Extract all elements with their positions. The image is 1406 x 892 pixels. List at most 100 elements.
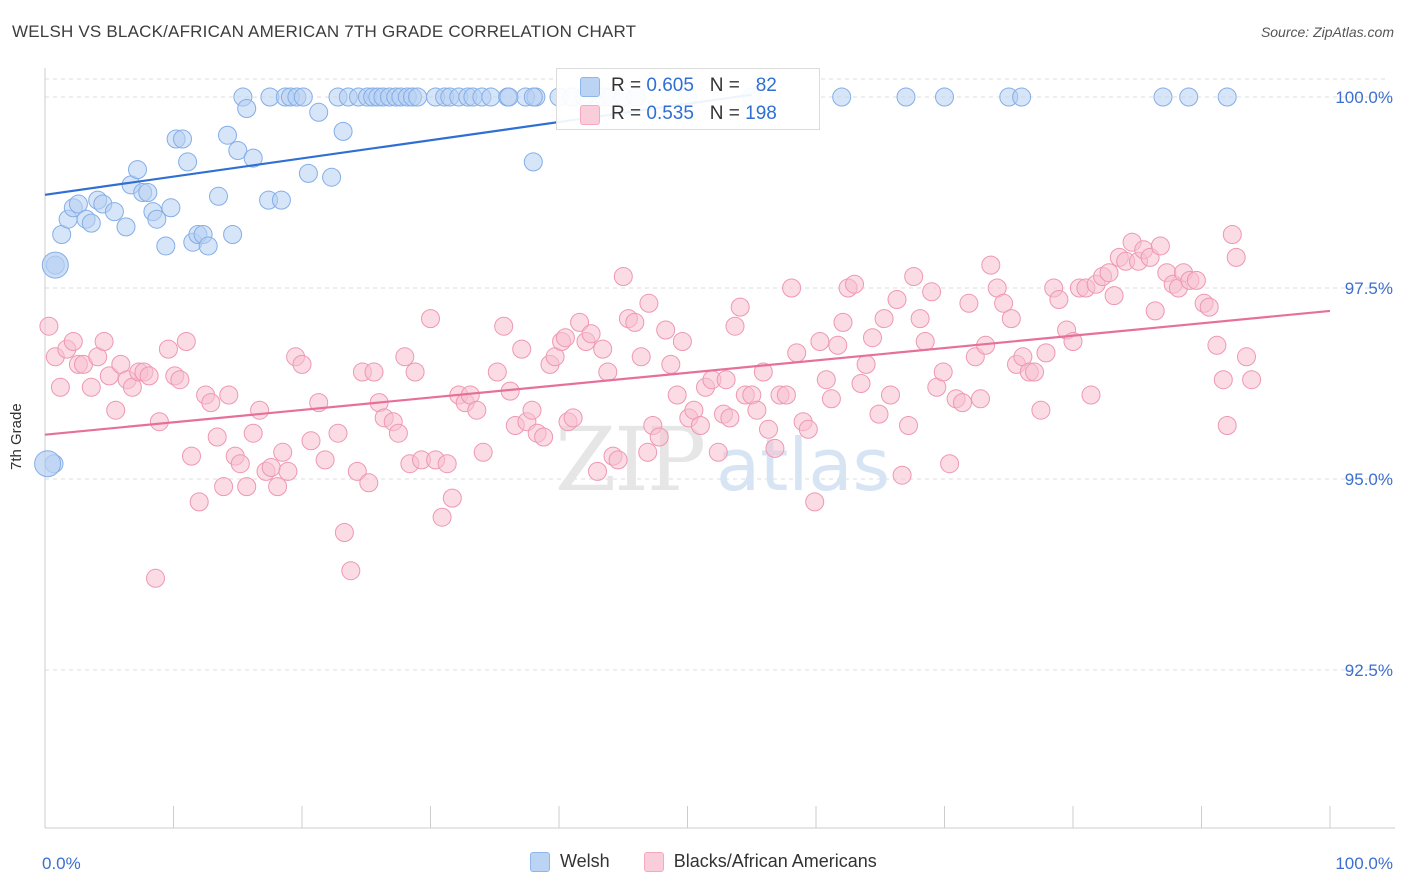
black-point: [1145, 301, 1165, 321]
black-point: [1104, 286, 1124, 306]
black-point: [139, 366, 159, 386]
black-point: [776, 385, 796, 405]
black-point: [278, 461, 298, 481]
y-tick-label: 100.0%: [1335, 88, 1393, 107]
welsh-point: [209, 186, 228, 206]
black-point: [747, 400, 767, 420]
welsh-point: [271, 190, 291, 210]
black-point: [149, 412, 169, 432]
black-point: [856, 354, 876, 374]
welsh-point: [408, 87, 428, 107]
welsh-point: [935, 87, 954, 107]
black-point: [915, 332, 935, 351]
black-point: [874, 309, 894, 329]
black-point: [631, 347, 651, 367]
black-point: [268, 477, 288, 497]
black-point: [765, 438, 785, 458]
black-point: [261, 458, 281, 477]
welsh-point: [68, 194, 88, 214]
welsh-point: [138, 183, 158, 202]
black-point: [158, 339, 178, 359]
black-point: [250, 400, 270, 420]
black-point: [1031, 400, 1051, 420]
black-point: [593, 339, 613, 359]
welsh-point: [1217, 87, 1237, 107]
black-point: [237, 477, 257, 497]
watermark-zip: ZIP: [555, 408, 704, 511]
black-point: [487, 362, 507, 382]
black-point: [922, 282, 942, 302]
welsh-point: [116, 217, 136, 237]
black-point: [522, 400, 542, 420]
welsh-point: [156, 236, 176, 256]
black-point: [405, 362, 425, 382]
black-point: [716, 370, 736, 390]
welsh-n-label: N =: [709, 75, 740, 96]
welsh-n-value: 82: [755, 75, 777, 96]
welsh-point: [481, 87, 501, 107]
black-point: [887, 290, 907, 309]
black-point: [421, 309, 440, 329]
black-point: [442, 488, 462, 508]
black-point: [1025, 362, 1044, 382]
black-swatch: [580, 105, 600, 125]
black-r-value: 0.535: [646, 103, 694, 124]
black-point: [555, 328, 575, 348]
welsh-point: [104, 202, 124, 222]
black-point: [672, 332, 692, 351]
black-point: [563, 408, 583, 428]
welsh-point: [309, 102, 329, 122]
black-point: [201, 393, 221, 413]
black-point: [230, 454, 250, 474]
black-point: [782, 278, 802, 298]
black-point: [1081, 385, 1101, 405]
black-point: [1150, 236, 1170, 256]
black-point: [364, 362, 384, 382]
welsh-point: [173, 129, 192, 149]
black-point: [494, 316, 514, 336]
black-point: [432, 507, 452, 527]
legend-item-welsh[interactable]: Welsh: [530, 851, 610, 872]
black-point: [910, 309, 930, 329]
y-tick-labels: 92.5% 95.0% 97.5% 100.0%: [1335, 88, 1393, 680]
y-tick-label: 92.5%: [1345, 661, 1393, 680]
welsh-point: [1179, 87, 1199, 107]
welsh-swatch: [580, 77, 600, 97]
black-point: [1217, 416, 1237, 435]
welsh-point: [293, 87, 313, 107]
welsh-point: [81, 213, 101, 233]
black-point: [94, 332, 114, 351]
welsh-point: [1153, 87, 1173, 107]
welsh-r-value: 0.605: [646, 75, 694, 96]
welsh-point: [218, 125, 237, 145]
black-point: [833, 312, 853, 332]
black-point: [730, 297, 750, 317]
black-point: [146, 568, 165, 588]
black-point: [341, 561, 361, 581]
black-point: [805, 492, 825, 512]
legend-black-swatch: [643, 851, 664, 872]
welsh-point: [161, 198, 181, 218]
black-point: [39, 316, 59, 336]
welsh-point-large: [34, 450, 62, 478]
black-trendline: [44, 309, 1331, 436]
black-point: [690, 416, 710, 435]
black-point: [608, 450, 628, 470]
black-point: [971, 389, 990, 409]
black-point: [598, 362, 618, 382]
black-point: [63, 332, 83, 351]
black-point: [189, 492, 209, 512]
source-label: Source: ZipAtlas.com: [1260, 24, 1394, 40]
black-point: [359, 473, 379, 493]
welsh-point: [523, 152, 543, 172]
black-point: [182, 446, 201, 466]
black-point: [395, 347, 415, 367]
legend-item-black[interactable]: Blacks/African Americans: [643, 851, 877, 872]
black-point: [639, 293, 659, 313]
black-point: [661, 354, 681, 374]
black-point: [708, 442, 728, 462]
black-point: [512, 339, 532, 359]
black-point: [851, 374, 871, 393]
series-black-points: [39, 225, 1262, 588]
